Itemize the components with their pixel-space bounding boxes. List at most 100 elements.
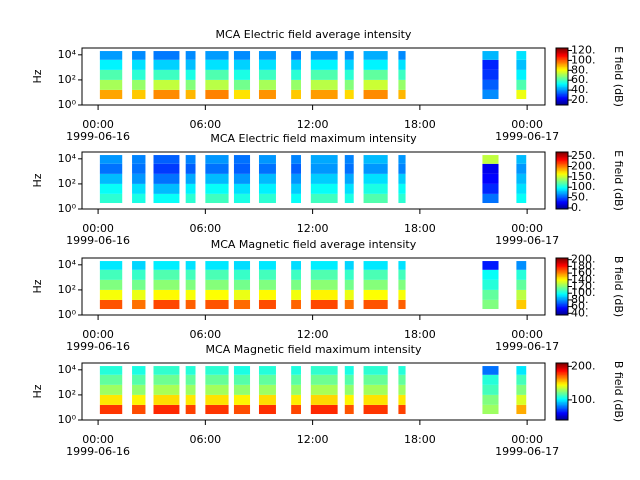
- colorbar-step: [556, 89, 568, 92]
- spectrogram-cell: [99, 384, 123, 395]
- colorbar-tick-label: 120.: [571, 280, 596, 293]
- spectrogram-cell: [132, 193, 146, 204]
- colorbar-step: [556, 76, 568, 79]
- spectrogram-cell: [99, 269, 123, 280]
- colorbar-step: [556, 290, 568, 293]
- spectrogram-cell: [99, 89, 123, 100]
- spectrogram-cell: [185, 366, 196, 375]
- colorbar-step: [556, 97, 568, 100]
- spectrogram-cell: [363, 261, 388, 270]
- colorbar-step: [556, 48, 568, 50]
- spectrogram-cell: [516, 193, 527, 204]
- spectrogram-cell: [233, 59, 251, 70]
- colorbar-step: [556, 394, 568, 397]
- colorbar-step: [556, 303, 568, 306]
- colorbar-step: [556, 73, 568, 76]
- spectrogram-cell: [185, 51, 196, 60]
- colorbar-step: [556, 86, 568, 89]
- spectrogram-cell: [344, 374, 354, 385]
- colorbar-step: [556, 156, 568, 159]
- colorbar-step: [556, 302, 568, 305]
- colorbar-step: [556, 377, 568, 380]
- spectrogram-cell: [205, 163, 229, 174]
- colorbar-step: [556, 260, 568, 263]
- spectrogram-cell: [398, 163, 406, 174]
- spectrogram-cell: [482, 183, 499, 194]
- y-axis-label: Hz: [31, 69, 44, 83]
- spectrogram-cell: [291, 394, 301, 405]
- x-tick-label: 12:00: [297, 328, 329, 341]
- spectrogram-cell: [205, 155, 229, 164]
- colorbar-step: [556, 370, 568, 373]
- colorbar-step: [556, 415, 568, 418]
- spectrogram-cell: [185, 374, 196, 385]
- spectrogram-cell: [205, 374, 229, 385]
- spectrogram-cell: [153, 279, 180, 290]
- x-tick-label: 12:00: [297, 118, 329, 131]
- spectrogram-cell: [233, 193, 251, 204]
- colorbar-step: [556, 404, 568, 407]
- colorbar-step: [556, 287, 568, 290]
- colorbar-step: [556, 189, 568, 191]
- spectrogram-cell: [132, 261, 146, 270]
- colorbar-step: [556, 381, 568, 384]
- spectrogram-cell: [233, 279, 251, 290]
- spectrogram-cell: [363, 279, 388, 290]
- x-tick-label: 18:00: [404, 328, 436, 341]
- colorbar-step: [556, 49, 568, 52]
- spectrogram-cell: [344, 366, 354, 375]
- spectrogram-cell: [516, 51, 527, 60]
- spectrogram-cell: [132, 289, 146, 300]
- colorbar-step: [556, 310, 568, 313]
- spectrogram-cell: [291, 366, 301, 375]
- colorbar-step: [556, 83, 568, 86]
- spectrogram-cell: [291, 374, 301, 385]
- spectrogram-cell: [398, 155, 406, 164]
- x-tick-label: 00:00: [82, 222, 114, 235]
- spectrogram-cell: [258, 269, 276, 280]
- spectrogram-cell: [132, 79, 146, 90]
- x-tick-label: 06:00: [189, 222, 221, 235]
- spectrogram-cell: [205, 183, 229, 194]
- spectrogram-cell: [233, 173, 251, 184]
- colorbar-tick-label: 200.: [571, 359, 596, 372]
- spectrogram-cell: [363, 69, 388, 80]
- y-axis-label: Hz: [31, 279, 44, 293]
- y-axis-label: Hz: [31, 384, 44, 398]
- spectrogram-cell: [205, 289, 229, 300]
- spectrogram-cell: [398, 269, 406, 280]
- spectrogram-cell: [291, 69, 301, 80]
- colorbar-step: [556, 269, 568, 272]
- y-tick-label: 10⁴: [58, 363, 77, 376]
- spectrogram-cell: [205, 269, 229, 280]
- x-tick-date: 1999-06-16: [66, 130, 130, 143]
- y-tick-label: 10²: [58, 283, 76, 296]
- spectrogram-cell: [516, 299, 527, 310]
- spectrogram-cell: [398, 59, 406, 70]
- spectrogram-cell: [99, 261, 123, 270]
- colorbar-step: [556, 400, 568, 402]
- spectrogram-cell: [205, 404, 229, 415]
- spectrogram-cell: [516, 79, 527, 90]
- spectrogram-cell: [516, 173, 527, 184]
- spectrogram-cell: [153, 289, 180, 300]
- spectrogram-cell: [482, 289, 499, 300]
- spectrogram-cell: [258, 394, 276, 405]
- colorbar-step: [556, 371, 568, 374]
- spectrogram-cell: [153, 59, 180, 70]
- spectrogram-cell: [344, 69, 354, 80]
- colorbar-tick-label: 120.: [571, 43, 596, 56]
- spectrogram-cell: [516, 394, 527, 405]
- spectrogram-cell: [205, 366, 229, 375]
- spectrogram-cell: [99, 394, 123, 405]
- spectrogram-cell: [398, 384, 406, 395]
- colorbar-step: [556, 92, 568, 95]
- colorbar-step: [556, 53, 568, 56]
- spectrogram-cell: [516, 261, 527, 270]
- spectrogram-cell: [310, 193, 338, 204]
- spectrogram-cell: [233, 79, 251, 90]
- spectrogram-cell: [258, 155, 276, 164]
- spectrogram-cell: [153, 173, 180, 184]
- spectrogram-cell: [132, 163, 146, 174]
- colorbar-step: [556, 163, 568, 166]
